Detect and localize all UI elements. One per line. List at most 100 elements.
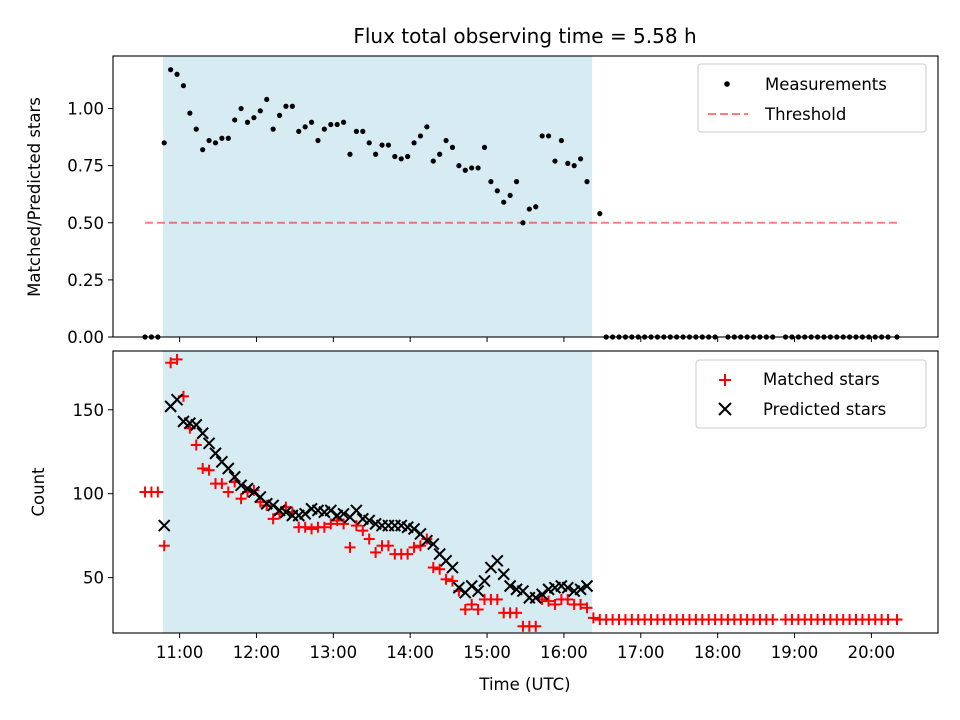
measurement-point [494, 188, 500, 194]
measurement-point [187, 110, 193, 116]
measurement-point [430, 158, 436, 164]
matched-point [446, 575, 458, 587]
predicted-point [497, 568, 510, 581]
measurement-point [443, 137, 449, 144]
x-axis-label: Time (UTC) [478, 675, 570, 694]
matched-point [562, 593, 574, 605]
measurement-point [552, 158, 558, 164]
measurement-point [206, 137, 212, 144]
matched-point [216, 478, 228, 490]
predicted-point [529, 591, 542, 604]
predicted-point [279, 505, 293, 519]
measurement-point [385, 142, 392, 148]
measurement-point [571, 163, 577, 169]
measurement-point [513, 179, 520, 185]
predicted-point [222, 462, 235, 475]
measurement-point [328, 121, 334, 128]
matched-point [190, 439, 202, 451]
matched-point [152, 486, 164, 498]
measurement-point [437, 151, 443, 157]
measurement-point [180, 83, 187, 89]
measurement-point [411, 140, 417, 146]
matched-point [466, 598, 478, 610]
bottom-x-tick-label: 19:00 [771, 643, 819, 662]
measurement-point [475, 165, 481, 171]
matched-point [440, 573, 452, 585]
measurement-point [584, 179, 590, 185]
matched-points [139, 353, 903, 632]
legend-measurements-label: Measurements [765, 75, 887, 94]
measurement-point [283, 103, 289, 109]
matched-point [350, 520, 362, 532]
matched-point [344, 541, 356, 553]
measurement-point [520, 220, 526, 226]
measurement-point [501, 199, 507, 205]
top-legend-box [697, 63, 927, 133]
predicted-points [158, 393, 594, 604]
predicted-point [580, 579, 594, 593]
predicted-point [491, 554, 504, 568]
measurement-point [379, 142, 385, 148]
top-y-tick-label: 0.00 [67, 328, 104, 347]
measurement-point [232, 117, 238, 123]
measurement-point [545, 133, 552, 139]
top-y-axis-label: Matched/Predicted stars [25, 97, 44, 297]
matched-point [511, 607, 523, 619]
matched-point [318, 521, 330, 533]
matched-point [408, 541, 420, 553]
bottom-legend: Matched stars Predicted stars [695, 359, 927, 429]
predicted-point [241, 482, 254, 495]
measurement-point [373, 151, 379, 157]
matched-point [222, 486, 234, 498]
bottom-x-tick-label: 13:00 [310, 643, 358, 662]
matched-point [171, 353, 183, 365]
matched-point [370, 546, 382, 558]
legend-predicted-label: Predicted stars [763, 400, 886, 419]
measurement-point [193, 126, 199, 132]
bottom-x-ticks: 11:00 12:00 13:00 14:00 15:00 16:00 17:00 18:00… [156, 633, 895, 662]
predicted-point [234, 479, 248, 492]
legend-measurements-marker [724, 81, 730, 87]
measurement-point [577, 156, 584, 162]
predicted-point [363, 514, 376, 527]
predicted-point [158, 519, 171, 532]
measurement-point [161, 140, 167, 146]
measurement-point [424, 124, 430, 130]
matched-point [306, 523, 318, 535]
matched-point [197, 463, 209, 474]
matched-point [581, 602, 593, 614]
predicted-point [471, 584, 485, 598]
top-y-tick-label: 0.50 [67, 214, 104, 233]
measurement-point [219, 135, 225, 141]
measurement-point [264, 96, 270, 103]
measurement-point [417, 133, 424, 139]
measurement-point [244, 119, 251, 125]
matched-point [891, 614, 903, 626]
top-panel: 0.00 0.25 0.50 0.75 1.00 Flux total observin… [25, 24, 939, 347]
matched-point [427, 562, 439, 574]
measurement-point [449, 144, 456, 150]
measurement-point [308, 119, 315, 125]
matched-point [549, 598, 561, 610]
measurement-point [507, 192, 513, 198]
bottom-x-tick-label: 20:00 [848, 643, 896, 662]
bottom-x-tick-label: 17:00 [617, 643, 665, 662]
matched-point [530, 620, 542, 632]
measurement-point [405, 153, 411, 160]
measurement-point [251, 115, 257, 121]
measurement-point [257, 108, 263, 114]
measurement-point [212, 140, 219, 146]
predicted-point [561, 581, 574, 594]
bottom-x-tick-label: 14:00 [386, 643, 434, 662]
top-y-ticks: 0.00 0.25 0.50 0.75 1.00 [67, 100, 113, 347]
matched-point [338, 518, 350, 530]
legend-matched-label: Matched stars [763, 370, 880, 389]
predicted-point [478, 574, 491, 588]
matched-point [235, 493, 247, 505]
bottom-x-tick-label: 12:00 [233, 643, 281, 662]
matched-point [158, 540, 170, 552]
chart-title: Flux total observing time = 5.58 h [353, 24, 696, 48]
measurement-point [539, 133, 545, 139]
legend-predicted-marker [718, 402, 732, 416]
